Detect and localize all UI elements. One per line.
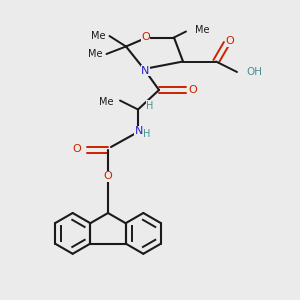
Text: O: O <box>103 171 112 182</box>
Text: Me: Me <box>88 49 102 59</box>
Text: O: O <box>72 143 81 154</box>
Text: Me: Me <box>91 31 105 41</box>
Text: H: H <box>143 129 151 140</box>
Text: N: N <box>134 126 143 136</box>
Text: Me: Me <box>100 97 114 107</box>
Text: OH: OH <box>247 67 262 77</box>
Text: N: N <box>141 65 150 76</box>
Text: Me: Me <box>195 25 209 35</box>
Text: H: H <box>146 101 154 111</box>
Text: O: O <box>188 85 197 95</box>
Text: O: O <box>225 36 234 46</box>
Text: O: O <box>141 32 150 42</box>
